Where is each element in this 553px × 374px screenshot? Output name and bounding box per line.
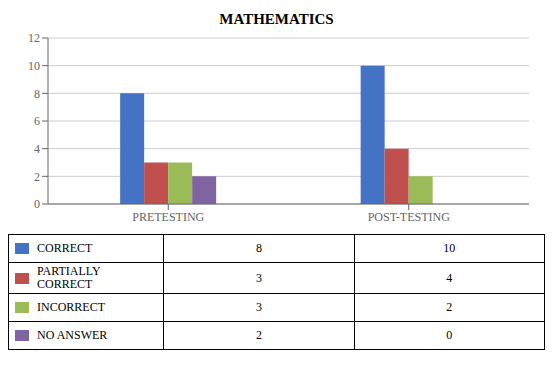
html-text:8: 8: [256, 241, 262, 255]
html-text:MATHEMATICS: MATHEMATICS: [219, 11, 334, 27]
html-text:0: 0: [446, 328, 453, 342]
html-text:3: 3: [256, 300, 262, 314]
svg-text:POST-TESTING: POST-TESTING: [368, 210, 451, 224]
html-text:2: 2: [446, 300, 453, 314]
svg-text:PRETESTING: PRETESTING: [132, 210, 204, 224]
svg-text:10: 10: [28, 59, 40, 73]
html-text:INCORRECT: INCORRECT: [37, 300, 105, 314]
svg-text:4: 4: [34, 142, 40, 156]
svg-text:12: 12: [28, 31, 40, 45]
svg-text:6: 6: [34, 114, 40, 128]
svg-text:2: 2: [34, 170, 40, 184]
html-text:2: 2: [256, 328, 262, 342]
html-text:CORRECT: CORRECT: [37, 241, 93, 255]
html-text:10: 10: [443, 241, 456, 255]
html-text:3: 3: [256, 270, 262, 285]
html-text:PARTIALLY CORRECT: PARTIALLY CORRECT: [37, 264, 101, 291]
html-text:NO ANSWER: NO ANSWER: [37, 328, 108, 342]
svg-text:0: 0: [34, 197, 40, 211]
svg-text:8: 8: [34, 87, 40, 101]
html-text:4: 4: [446, 270, 453, 285]
